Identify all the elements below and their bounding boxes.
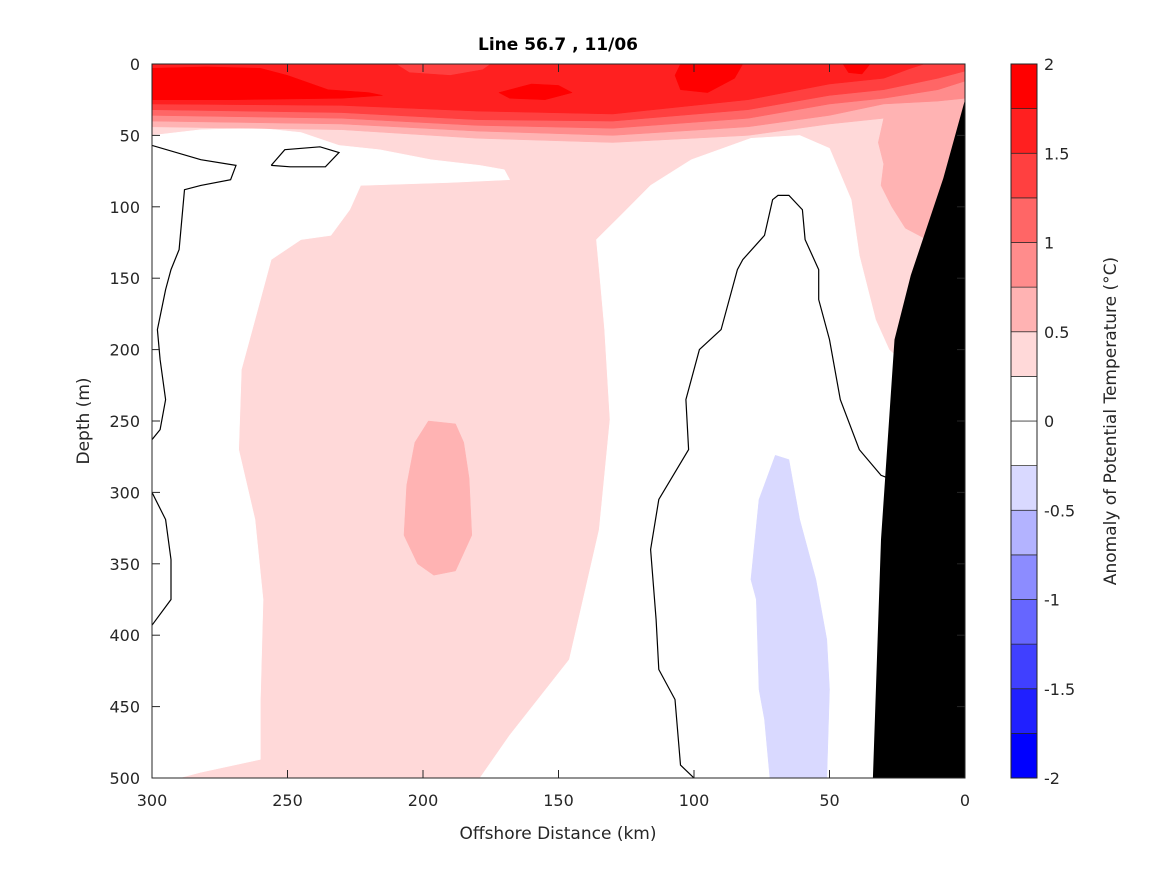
y-tick-label: 300: [109, 483, 140, 502]
colorbar-label: Anomaly of Potential Temperature (°C): [1101, 257, 1121, 585]
colorbar-band: [1010, 331, 1038, 377]
colorbar-band: [1010, 420, 1038, 466]
chart-title: Line 56.7 , 11/06: [478, 35, 638, 55]
land-mask: [872, 99, 965, 778]
zero-contour-lines: [152, 144, 893, 778]
x-tick-label: 100: [679, 791, 710, 810]
contour-region: [403, 420, 473, 576]
colorbar-band: [1010, 599, 1038, 645]
colorbar-band: [1010, 152, 1038, 199]
colorbar-tick-label: -1: [1044, 591, 1060, 610]
colorbar-band: [1010, 242, 1038, 288]
y-axis: 0 50 100 150 200 250 300 350 400 450 500: [109, 55, 965, 788]
colorbar-tick-label: 2: [1044, 55, 1054, 74]
colorbar-tick-label: 0.5: [1044, 323, 1069, 342]
y-axis-label: Depth (m): [74, 377, 94, 464]
contour-region: [750, 454, 830, 778]
x-tick-label: 200: [408, 791, 439, 810]
x-axis-label: Offshore Distance (km): [459, 824, 656, 844]
y-tick-label: 50: [120, 126, 140, 145]
y-tick-label: 100: [109, 198, 140, 217]
x-tick-label: 0: [960, 791, 970, 810]
y-tick-label: 450: [109, 698, 140, 717]
contour-region: [498, 83, 573, 100]
y-tick-label: 400: [109, 626, 140, 645]
zero-contour-line: [152, 144, 237, 440]
colorbar-tick-label: -1.5: [1044, 680, 1075, 699]
colorbar: 2 1.5 1 0.5 0 -0.5 -1 -1.5 -2: [1010, 55, 1075, 788]
filled-contours: [152, 64, 965, 778]
colorbar-tick-label: 0: [1044, 412, 1054, 431]
colorbar-frame: [1010, 63, 1038, 779]
colorbar-band: [1010, 643, 1038, 690]
colorbar-band: [1010, 63, 1038, 109]
land-region: [872, 99, 965, 778]
x-axis: 300 250 200 150 100 50 0: [137, 64, 970, 810]
contour-region: [674, 64, 744, 93]
x-tick-label: 150: [543, 791, 574, 810]
zero-contour-line: [270, 146, 341, 168]
colorbar-tick-label: 1.5: [1044, 144, 1069, 163]
y-tick-label: 150: [109, 269, 140, 288]
colorbar-band: [1010, 197, 1038, 243]
contour-region: [152, 66, 383, 100]
colorbar-band: [1010, 554, 1038, 600]
x-tick-label: 300: [137, 791, 168, 810]
y-tick-label: 250: [109, 412, 140, 431]
colorbar-band: [1010, 286, 1038, 333]
contour-region: [152, 128, 511, 778]
x-tick-label: 250: [272, 791, 303, 810]
y-tick-label: 500: [109, 769, 140, 788]
zero-contour-line: [152, 492, 172, 626]
colorbar-tick-label: -2: [1044, 769, 1060, 788]
colorbar-tick-label: 1: [1044, 234, 1054, 253]
contour-region: [842, 64, 871, 75]
colorbar-band: [1010, 688, 1038, 734]
colorbar-band: [1010, 376, 1038, 422]
x-tick-label: 50: [819, 791, 839, 810]
colorbar-band: [1010, 108, 1038, 154]
y-tick-label: 0: [130, 55, 140, 74]
colorbar-tick-label: -0.5: [1044, 501, 1075, 520]
colorbar-band: [1010, 509, 1038, 556]
y-tick-label: 200: [109, 341, 140, 360]
zero-contour-line: [649, 194, 893, 778]
colorbar-band: [1010, 465, 1038, 511]
y-tick-label: 350: [109, 555, 140, 574]
colorbar-band: [1010, 733, 1038, 779]
